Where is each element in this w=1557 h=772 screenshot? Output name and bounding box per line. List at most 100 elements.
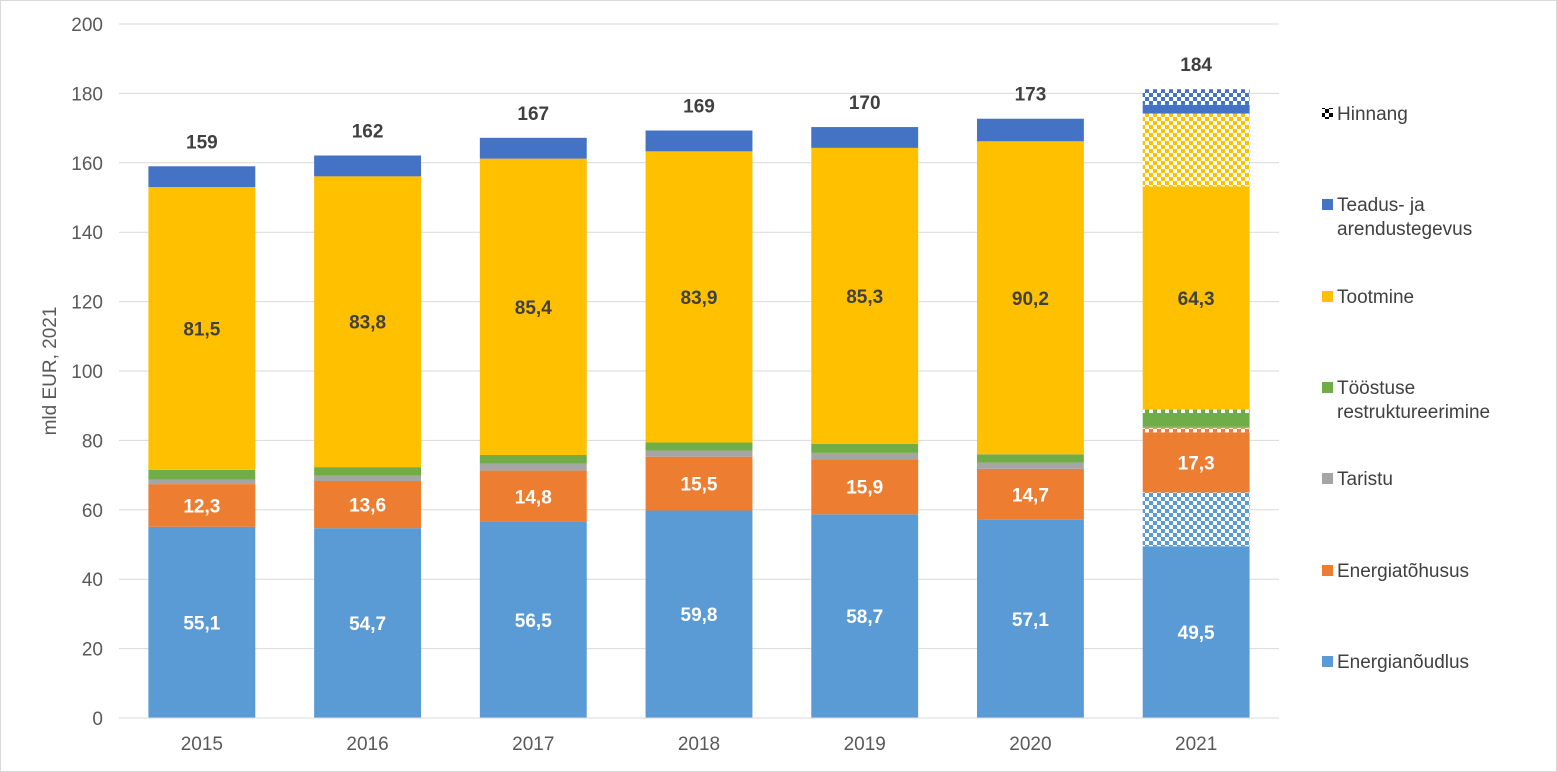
y-tick-label: 20 xyxy=(82,640,103,661)
bar-segment xyxy=(976,118,1084,142)
bar-segment xyxy=(645,442,753,451)
total-label: 173 xyxy=(1015,85,1047,106)
bar-segment xyxy=(148,187,256,470)
bar-segment xyxy=(645,130,753,152)
bar-segment xyxy=(314,475,422,481)
bar-segment xyxy=(479,521,587,718)
data-label: 13,6 xyxy=(349,496,386,517)
total-label: 170 xyxy=(849,93,881,114)
bar-segment xyxy=(479,470,587,522)
legend-swatch xyxy=(1322,108,1333,119)
bar-segment xyxy=(1142,89,1250,105)
legend-swatch xyxy=(1322,291,1333,302)
bar-segment xyxy=(314,467,422,476)
bar-segment xyxy=(976,519,1084,718)
bar-segment xyxy=(479,463,587,471)
bar-segment xyxy=(811,127,919,148)
bar-segment xyxy=(976,468,1084,520)
legend-swatch xyxy=(1322,473,1333,484)
bar-segment xyxy=(1142,428,1250,433)
data-label: 57,1 xyxy=(1012,610,1049,631)
bar-segment xyxy=(148,479,256,485)
bar-segment xyxy=(1142,426,1250,429)
data-label: 81,5 xyxy=(183,319,220,340)
bar-segment xyxy=(1142,546,1250,718)
x-tick-label: 2021 xyxy=(1175,734,1217,755)
data-label: 85,3 xyxy=(846,287,883,308)
data-label: 55,1 xyxy=(183,613,220,634)
total-label: 169 xyxy=(683,97,715,118)
legend: Hinnang Teadus- ja arendustegevus Tootmine T… xyxy=(1322,104,1490,673)
y-tick-label: 140 xyxy=(71,223,103,244)
data-label: 85,4 xyxy=(515,298,552,319)
data-label: 49,5 xyxy=(1178,623,1215,644)
data-label: 59,8 xyxy=(681,605,718,626)
bar-segment xyxy=(645,450,753,457)
data-label: 15,9 xyxy=(846,478,883,499)
x-tick-label: 2020 xyxy=(1009,734,1051,755)
bar-segment xyxy=(811,443,919,453)
y-tick-label: 40 xyxy=(82,570,103,591)
legend-label: Tootmine xyxy=(1337,287,1414,308)
bar-segment xyxy=(1142,492,1250,547)
bar-segment xyxy=(148,469,256,480)
bar-segment xyxy=(976,454,1084,463)
bar-segment xyxy=(976,141,1084,455)
bar-segment xyxy=(479,137,587,159)
bar-segment xyxy=(479,158,587,455)
legend-label: Teadus- ja xyxy=(1337,195,1425,216)
x-tick-label: 2018 xyxy=(678,734,720,755)
y-tick-label: 120 xyxy=(71,293,103,314)
bar-segment xyxy=(811,147,919,444)
legend-swatch xyxy=(1322,382,1333,393)
x-tick-label: 2017 xyxy=(512,734,554,755)
bar-segment xyxy=(1142,113,1250,187)
bar-segment xyxy=(314,528,422,718)
bar-segment xyxy=(479,454,587,464)
bar-segment xyxy=(314,480,422,529)
bar-segment xyxy=(811,459,919,515)
y-axis-ticks: 0 20 40 60 80 100 120 140 160 180 200 xyxy=(71,15,103,730)
x-axis-ticks: 2015 2016 2017 2018 2019 2020 2021 xyxy=(181,734,1218,755)
bar-segment xyxy=(645,151,753,443)
y-tick-label: 80 xyxy=(82,431,103,452)
bar-segment xyxy=(1142,412,1250,427)
bar-segment xyxy=(148,166,256,188)
y-axis-label: mld EUR, 2021 xyxy=(40,307,61,436)
total-label: 167 xyxy=(517,104,549,125)
total-label: 159 xyxy=(186,132,218,153)
data-label: 17,3 xyxy=(1178,453,1215,474)
legend-swatch xyxy=(1322,565,1333,576)
legend-swatch xyxy=(1322,656,1333,667)
x-tick-label: 2016 xyxy=(346,734,388,755)
legend-label: Energianõudlus xyxy=(1337,652,1469,673)
bars: 55,1 12,3 81,5 159 54,7 13,6 83,8 162 56,5 14,8 85… xyxy=(119,55,1279,719)
y-tick-label: 200 xyxy=(71,15,103,36)
data-label: 64,3 xyxy=(1178,289,1215,310)
data-label: 15,5 xyxy=(681,475,718,496)
y-tick-label: 60 xyxy=(82,501,103,522)
data-label: 58,7 xyxy=(846,607,883,628)
data-label: 56,5 xyxy=(515,611,552,632)
data-label: 90,2 xyxy=(1012,289,1049,310)
bar-segment xyxy=(811,514,919,718)
y-tick-label: 100 xyxy=(71,362,103,383)
bar-segment xyxy=(976,462,1084,469)
bar-segment xyxy=(645,456,753,511)
bar-segment xyxy=(811,452,919,460)
data-label: 83,9 xyxy=(681,288,718,309)
data-label: 14,8 xyxy=(515,487,552,508)
legend-label: Taristu xyxy=(1337,469,1393,490)
data-label: 83,8 xyxy=(349,313,386,334)
bar-segment xyxy=(1142,409,1250,413)
bar-segment xyxy=(1142,104,1250,114)
legend-label: Hinnang xyxy=(1337,104,1408,125)
x-tick-label: 2019 xyxy=(844,734,886,755)
y-tick-label: 0 xyxy=(92,709,103,730)
bar-segment xyxy=(148,526,256,718)
bar-segment xyxy=(1142,186,1250,410)
bar-segment xyxy=(1142,432,1250,493)
y-tick-label: 160 xyxy=(71,154,103,175)
